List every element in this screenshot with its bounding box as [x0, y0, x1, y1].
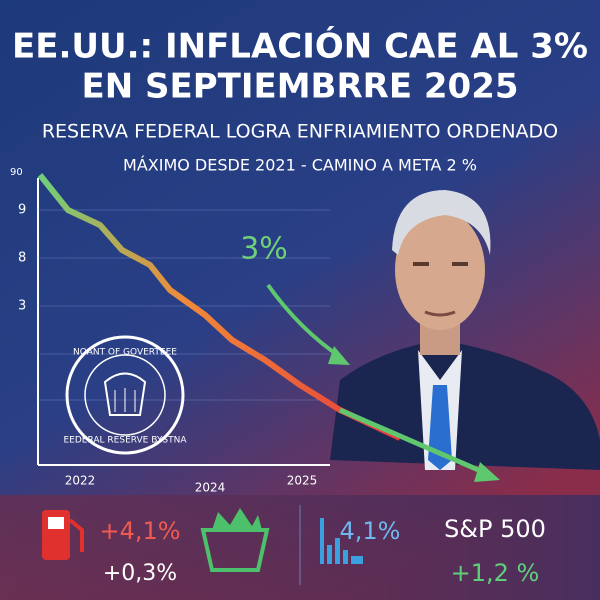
stat: +4,1% [99, 517, 180, 545]
subtitle: RESERVA FEDERAL LOGRA ENFRIAMIENTO ORDEN… [42, 121, 558, 143]
y-label: 8 [18, 251, 26, 266]
grid [38, 209, 330, 401]
arrowhead [474, 462, 500, 482]
title: EE.UU.: INFLACIÓN CAE AL 3% [12, 26, 588, 67]
fuel-icon [42, 510, 84, 560]
title: EN SEPTIEMBRRE 2025 [81, 67, 518, 107]
x-label: 2024 [195, 481, 226, 495]
stat: +0,3% [103, 561, 177, 586]
stat: 4,1% [340, 517, 401, 545]
y-label: 3 [18, 299, 26, 314]
fed-seal: NOANT OF GOVERTEEE EEDERAL RESERVE BYSTN… [64, 335, 188, 455]
arrow [339, 407, 491, 478]
annotation: 3% [240, 232, 288, 267]
y-label: 90 [10, 167, 23, 178]
seal-text: NOANT OF GOVERTEEE [73, 348, 177, 358]
x-label: 2025 [287, 474, 318, 488]
y-label: 9 [18, 203, 26, 218]
tagline: MÁXIMO DESDE 2021 - CAMINO A META 2 % [123, 156, 477, 175]
basket-icon [200, 508, 270, 572]
seal-text: EEDERAL RESERVE BYSTNA [64, 436, 188, 446]
x-label: 2022 [65, 474, 96, 488]
arrowhead [328, 346, 350, 365]
stat: +1,2 % [451, 559, 540, 587]
trend-line [37, 173, 402, 441]
stat-label: S&P 500 [444, 515, 546, 543]
bars-icon [320, 518, 363, 564]
